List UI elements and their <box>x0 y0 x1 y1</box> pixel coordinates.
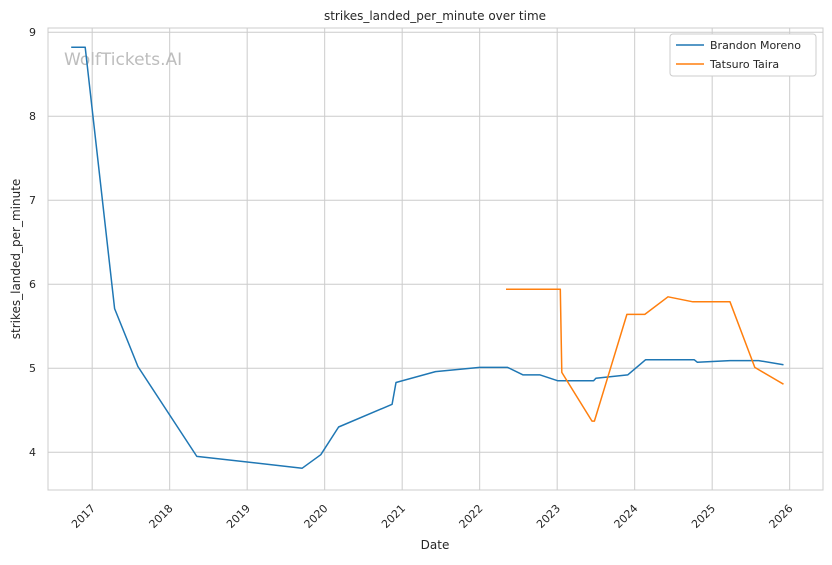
x-tick-label: 2018 <box>147 502 176 531</box>
x-tick-label: 2021 <box>379 502 408 531</box>
y-tick-label: 4 <box>29 446 36 459</box>
x-tick-label: 2024 <box>612 502 641 531</box>
x-axis-label: Date <box>421 538 450 552</box>
legend-label: Brandon Moreno <box>710 39 801 52</box>
x-tick-label: 2023 <box>534 502 563 531</box>
legend-box <box>669 33 817 77</box>
series-lines <box>71 46 784 469</box>
x-tick-label: 2019 <box>224 502 253 531</box>
series-line-brandon-moreno <box>71 46 784 469</box>
chart-title: strikes_landed_per_minute over time <box>324 9 546 23</box>
y-axis-label: strikes_landed_per_minute <box>9 179 23 340</box>
legend: Brandon Moreno Tatsuro Taira <box>669 33 817 77</box>
y-tick-label: 9 <box>29 26 36 39</box>
plot-frame <box>47 27 824 491</box>
watermark: WolfTickets.AI <box>64 50 182 70</box>
series-line-tatsuro-taira <box>506 288 784 422</box>
y-tick-label: 5 <box>29 362 36 375</box>
x-tick-label: 2020 <box>302 502 331 531</box>
x-tick-label: 2026 <box>767 502 796 531</box>
y-tick-label: 7 <box>29 194 36 207</box>
grid <box>48 28 823 490</box>
x-tick-label: 2022 <box>457 502 486 531</box>
y-tick-label: 6 <box>29 278 36 291</box>
x-tick-label: 2025 <box>689 502 718 531</box>
axis-ticks: 2017 2018 2019 2020 2021 2022 2023 2024 2025 2026… <box>29 26 796 531</box>
x-tick-label: 2017 <box>69 502 98 531</box>
y-tick-label: 8 <box>29 110 36 123</box>
legend-label: Tatsuro Taira <box>709 58 779 71</box>
